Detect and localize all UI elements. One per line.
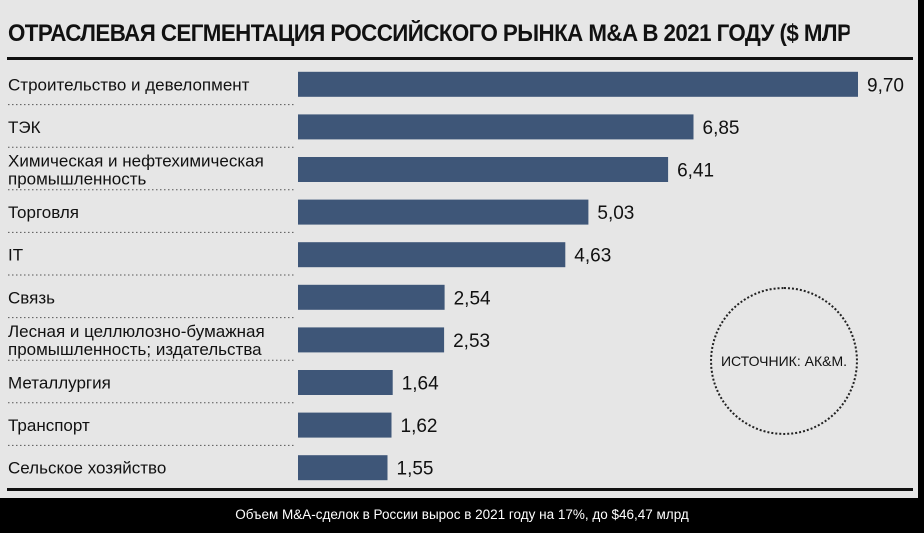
- title-rule: [7, 57, 913, 60]
- chart-title: ОТРАСЛЕВАЯ СЕГМЕНТАЦИЯ РОССИЙСКОГО РЫНКА…: [8, 20, 850, 47]
- category-label: Связь: [8, 288, 55, 307]
- bar: [298, 114, 694, 140]
- bar: [298, 242, 566, 268]
- category-label-line: промышленность; издательства: [8, 340, 262, 359]
- category-label-line: Лесная и целлюлозно-бумажная: [8, 322, 265, 341]
- value-label: 5,03: [597, 203, 634, 224]
- value-label: 2,53: [453, 331, 490, 352]
- category-label-line: Химическая и нефтехимическая: [8, 152, 264, 171]
- source-badge: ИСТОЧНИК: АК&М.: [710, 287, 858, 435]
- value-label: 1,55: [397, 459, 434, 480]
- value-label: 4,63: [574, 246, 611, 267]
- bar: [298, 157, 669, 182]
- category-label-line: промышленность: [8, 170, 147, 189]
- category-label: Химическая и нефтехимическая промышленнос…: [8, 152, 264, 189]
- category-label: Торговля: [8, 203, 79, 222]
- category-label: IT: [8, 246, 23, 265]
- bottom-rule: [7, 488, 913, 491]
- category-label: Сельское хозяйство: [8, 459, 166, 478]
- category-label: Металлургия: [8, 374, 111, 393]
- bar: [298, 71, 858, 97]
- caption: Объем M&A-сделок в России вырос в 2021 г…: [235, 507, 689, 522]
- chart-panel: ОТРАСЛЕВАЯ СЕГМЕНТАЦИЯ РОССИЙСКОГО РЫНКА…: [0, 0, 918, 498]
- bar-chart: Строительство и девелопмент 9,70 ТЭК 6,85 Хи…: [8, 71, 904, 481]
- category-label: ТЭК: [8, 118, 41, 137]
- value-label: 1,62: [401, 416, 438, 437]
- category-label: Лесная и целлюлозно-бумажная промышленнос…: [8, 322, 265, 359]
- category-label: Строительство и девелопмент: [8, 75, 250, 94]
- value-label: 2,54: [454, 288, 491, 309]
- bar: [298, 370, 393, 395]
- bar: [298, 412, 392, 438]
- bar: [298, 455, 388, 481]
- category-label: Транспорт: [8, 416, 90, 435]
- bar: [298, 284, 445, 310]
- value-label: 6,85: [703, 118, 740, 139]
- value-label: 9,70: [867, 75, 904, 96]
- bar: [298, 199, 589, 225]
- source-label: ИСТОЧНИК: АК&М.: [720, 353, 848, 369]
- value-label: 6,41: [677, 161, 714, 182]
- bar: [298, 327, 445, 353]
- value-label: 1,64: [402, 374, 439, 395]
